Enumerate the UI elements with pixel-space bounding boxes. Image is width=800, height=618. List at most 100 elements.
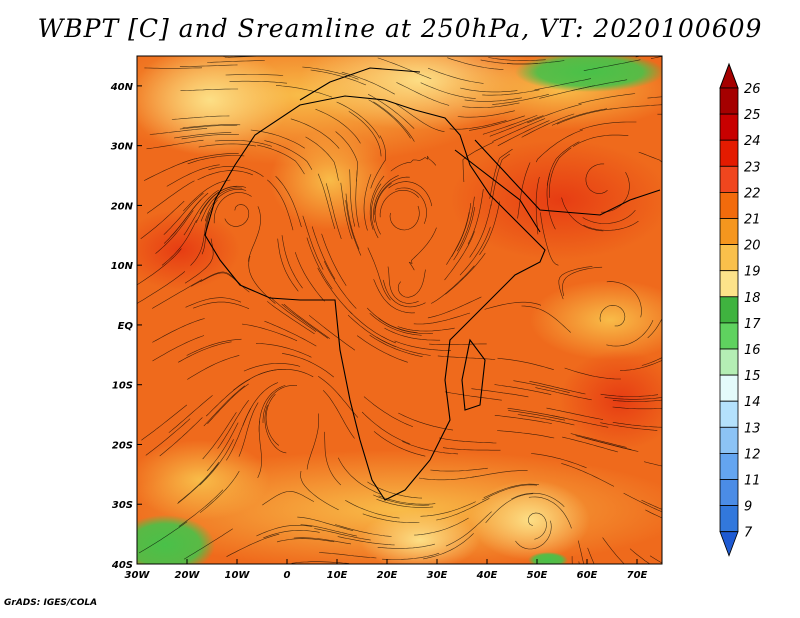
streamline: [535, 129, 584, 163]
streamline: [492, 118, 546, 142]
streamline: [562, 266, 603, 297]
streamline: [374, 183, 392, 235]
streamline: [394, 103, 445, 132]
streamline: [242, 323, 298, 342]
streamline: [482, 89, 540, 96]
streamline: [540, 212, 559, 266]
streamline: [583, 220, 639, 231]
colorbar-label: 13: [744, 421, 761, 436]
streamline: [471, 388, 529, 398]
colorbar-swatch: [719, 139, 739, 167]
streamline: [263, 530, 320, 539]
colorbar-label: 25: [744, 108, 761, 123]
streamline: [238, 402, 259, 457]
streamline: [396, 82, 450, 106]
streamline: [521, 305, 571, 333]
lat-tick-label: 30S: [112, 500, 133, 511]
streamline: [199, 439, 234, 486]
streamline: [397, 269, 426, 298]
streamline: [647, 317, 662, 339]
lon-tick-label: 10E: [327, 570, 348, 581]
streamline: [363, 396, 413, 427]
wbpt-shaded-field: [137, 56, 662, 564]
colorbar-label: 15: [744, 369, 761, 384]
streamline: [442, 447, 501, 451]
streamline: [384, 327, 441, 341]
streamline: [387, 266, 419, 304]
streamline: [494, 384, 552, 395]
streamline: [570, 433, 627, 448]
streamline: [144, 67, 203, 69]
streamline: [300, 470, 339, 511]
streamline: [185, 297, 242, 308]
streamline: [206, 422, 239, 472]
streamline: [418, 476, 477, 481]
streamline: [262, 385, 298, 423]
streamline: [451, 203, 472, 258]
streamline: [267, 301, 315, 335]
streamline: [583, 59, 641, 71]
streamline: [623, 492, 662, 513]
streamline: [178, 489, 224, 527]
streamline: [535, 387, 592, 401]
streamline: [390, 155, 437, 172]
lon-tick-label: 70E: [627, 570, 648, 581]
streamline: [183, 179, 231, 212]
streamline: [575, 435, 632, 450]
colorbar-label: 9: [744, 500, 752, 515]
streamline: [267, 179, 294, 231]
streamline: [398, 412, 454, 431]
streamline: [183, 528, 233, 560]
colorbar-label: 17: [744, 317, 761, 332]
streamline: [297, 516, 354, 531]
axis-ticks: 30W 20W 10W 0 10E 20E 30E 40E 50E 60E 70E 40N 30N 20N…: [110, 82, 648, 581]
streamline: [226, 533, 280, 557]
streamline: [546, 407, 604, 420]
streamline: [402, 441, 459, 455]
lat-tick-label: 20N: [111, 201, 134, 212]
lat-tick-label: EQ: [118, 321, 134, 332]
streamline: [483, 483, 539, 498]
streamline: [137, 248, 182, 286]
streamline: [394, 340, 451, 351]
streamline: [338, 457, 382, 495]
streamline: [378, 318, 434, 334]
streamline: [439, 437, 497, 444]
streamline: [647, 96, 662, 99]
streamline: [376, 498, 434, 508]
streamline: [202, 412, 237, 460]
streamline: [199, 185, 247, 214]
streamline: [604, 397, 662, 400]
streamline: [531, 453, 587, 469]
streamline: [645, 509, 662, 519]
colorbar-swatch: [719, 479, 739, 507]
streamline: [248, 206, 261, 262]
streamline: [488, 57, 546, 61]
streamline: [323, 260, 357, 309]
streamline: [374, 176, 410, 215]
streamline: [599, 304, 626, 327]
streamline: [513, 380, 570, 393]
streamline: [517, 414, 575, 426]
streamline: [650, 56, 662, 59]
streamline: [376, 336, 431, 356]
streamline: [612, 422, 662, 428]
colorbar-label: 16: [744, 343, 761, 358]
streamline: [469, 204, 492, 258]
streamline: [482, 115, 538, 135]
streamline: [379, 190, 420, 218]
streamline: [657, 113, 662, 115]
streamline: [490, 153, 510, 207]
streamline: [262, 491, 315, 506]
lon-tick-label: 60E: [577, 570, 598, 581]
streamline: [528, 496, 572, 529]
streamline: [159, 417, 203, 457]
colorbar-label: 24: [744, 134, 761, 149]
streamline: [649, 555, 662, 564]
streamline: [190, 212, 210, 266]
streamline: [203, 385, 246, 427]
streamline: [489, 148, 513, 199]
colorbar-swatch: [719, 244, 739, 272]
colorbar-label: 21: [744, 213, 761, 228]
lon-tick-label: 10W: [225, 570, 251, 581]
